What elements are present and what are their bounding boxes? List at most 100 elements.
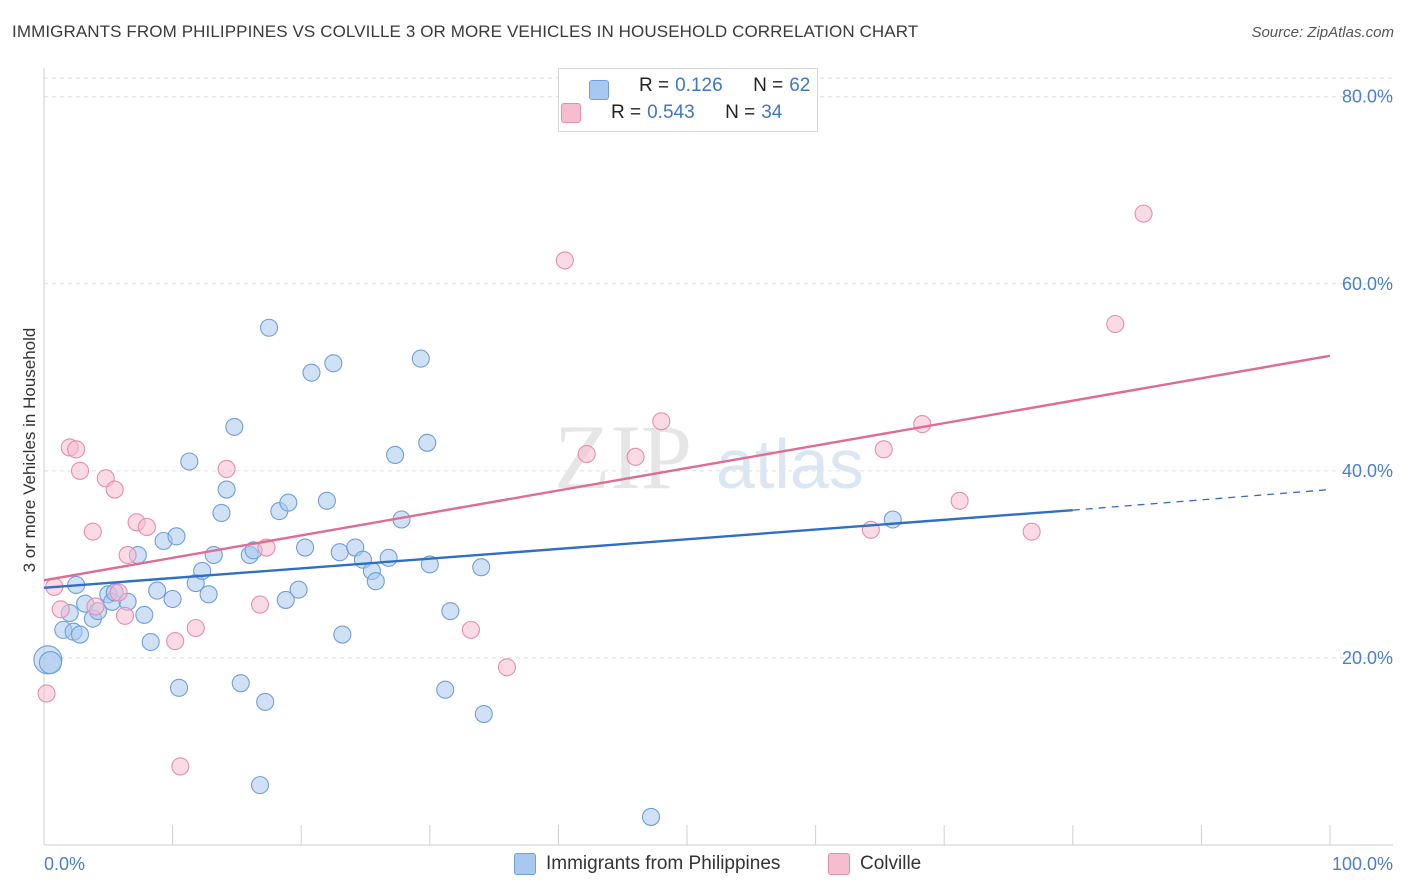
- point-colville: [37, 684, 56, 703]
- point-colville: [67, 440, 86, 459]
- legend-row-colville: R = 0.543 N = 34: [561, 100, 783, 126]
- point-philippines: [386, 445, 405, 465]
- tick-labels: 20.0% 40.0% 60.0% 80.0% 0.0% 100.0%: [44, 87, 1393, 874]
- watermark-zip: ZIP: [554, 406, 692, 508]
- point-philippines: [411, 349, 430, 368]
- point-philippines: [317, 491, 336, 510]
- source-credit: Source: ZipAtlas.com: [1251, 24, 1394, 41]
- point-colville: [555, 251, 574, 270]
- point-colville: [171, 757, 190, 776]
- point-philippines: [276, 590, 295, 609]
- legend-n-label: N =: [725, 102, 756, 123]
- point-philippines: [366, 572, 385, 591]
- point-colville: [51, 600, 70, 619]
- point-philippines: [324, 354, 343, 373]
- watermark: ZIP atlas: [554, 406, 864, 508]
- point-colville: [250, 595, 270, 614]
- point-colville: [118, 545, 137, 565]
- legend-swatch-pink: [828, 853, 850, 875]
- point-philippines: [163, 589, 182, 609]
- point-philippines: [379, 548, 398, 567]
- legend-swatch-blue: [514, 853, 536, 875]
- x-tick-label: 100.0%: [1332, 854, 1393, 874]
- point-colville: [652, 412, 671, 431]
- x-tick-label: 0.0%: [44, 854, 85, 874]
- point-philippines: [333, 625, 352, 644]
- point-colville: [1106, 314, 1125, 334]
- point-colville: [217, 459, 236, 479]
- point-philippines: [225, 417, 244, 436]
- point-colville: [913, 415, 932, 434]
- gridlines: [44, 77, 1393, 659]
- point-philippines: [141, 632, 160, 652]
- point-colville: [1022, 522, 1041, 541]
- legend-r-value: 0.126: [675, 75, 723, 96]
- point-philippines: [256, 692, 275, 711]
- legend-label: Colville: [860, 853, 922, 874]
- correlation-legend: R = 0.126 N = 62 R = 0.543 N = 34: [558, 68, 818, 132]
- axes: [43, 68, 1393, 846]
- point-colville: [86, 597, 105, 616]
- point-philippines: [180, 452, 199, 471]
- y-tick-label: 20.0%: [1342, 648, 1393, 668]
- y-tick-label: 40.0%: [1342, 461, 1393, 481]
- legend-n-value: 34: [761, 102, 783, 123]
- legend-r-label: R =: [611, 102, 642, 123]
- legend-item-philippines: Immigrants from Philippines: [514, 850, 780, 878]
- point-colville: [1134, 204, 1153, 223]
- point-colville: [186, 618, 205, 638]
- point-philippines: [212, 503, 231, 522]
- point-philippines: [250, 776, 270, 795]
- point-colville: [83, 522, 102, 541]
- trend-philippines: [43, 508, 1073, 589]
- chart-title: IMMIGRANTS FROM PHILIPPINES VS COLVILLE …: [12, 22, 919, 41]
- point-philippines: [135, 605, 154, 624]
- watermark-atlas: atlas: [716, 425, 864, 503]
- point-philippines: [296, 538, 315, 557]
- point-colville: [626, 447, 645, 466]
- point-philippines: [217, 480, 236, 499]
- point-philippines: [38, 651, 62, 675]
- series-colville-points: [37, 204, 1153, 776]
- point-philippines: [199, 585, 218, 604]
- point-colville: [109, 583, 128, 602]
- point-philippines: [883, 510, 902, 529]
- y-tick-label: 60.0%: [1342, 274, 1393, 294]
- point-philippines: [330, 543, 349, 562]
- point-colville: [105, 480, 124, 499]
- point-philippines: [259, 318, 279, 337]
- point-philippines: [167, 527, 186, 546]
- point-colville: [166, 632, 185, 651]
- point-colville: [70, 461, 90, 480]
- point-philippines: [474, 704, 493, 724]
- legend-r-value: 0.543: [647, 102, 695, 123]
- point-colville: [577, 444, 596, 464]
- y-tick-label: 80.0%: [1342, 87, 1393, 107]
- legend-item-colville: Colville: [828, 850, 921, 878]
- point-philippines: [231, 674, 250, 693]
- trend-lines: [43, 354, 1331, 589]
- legend-n-value: 62: [789, 75, 811, 96]
- point-philippines: [641, 807, 661, 826]
- legend-n-label: N =: [753, 75, 784, 96]
- point-philippines: [289, 580, 308, 599]
- legend-label: Immigrants from Philippines: [546, 853, 781, 874]
- point-colville: [874, 440, 893, 459]
- point-philippines: [169, 678, 189, 697]
- legend-swatch-pink: [561, 103, 581, 123]
- point-colville: [497, 658, 517, 677]
- point-philippines: [70, 625, 90, 644]
- legend-row-philippines: R = 0.126 N = 62: [587, 73, 811, 100]
- point-philippines: [302, 363, 321, 382]
- point-philippines: [441, 602, 460, 621]
- point-philippines: [436, 680, 455, 699]
- trend-philippines-extrapolated: [1072, 488, 1331, 511]
- point-philippines: [418, 433, 437, 452]
- point-colville: [461, 620, 481, 639]
- legend-r-label: R =: [639, 75, 670, 96]
- point-colville: [950, 491, 969, 510]
- series-philippines-points: [33, 318, 902, 826]
- point-colville: [137, 517, 156, 537]
- point-philippines: [148, 581, 167, 600]
